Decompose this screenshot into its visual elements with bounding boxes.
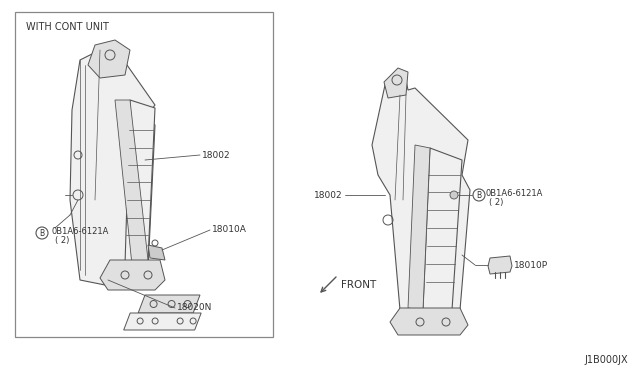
Polygon shape xyxy=(384,68,408,98)
Polygon shape xyxy=(488,256,512,274)
Text: 18010A: 18010A xyxy=(212,225,247,234)
Polygon shape xyxy=(408,145,430,310)
Text: FRONT: FRONT xyxy=(341,280,376,290)
Polygon shape xyxy=(100,260,165,290)
Polygon shape xyxy=(423,148,462,310)
Text: B: B xyxy=(476,190,481,199)
Polygon shape xyxy=(115,100,148,265)
Polygon shape xyxy=(70,50,155,285)
Polygon shape xyxy=(390,308,468,335)
Text: B: B xyxy=(40,228,45,237)
Circle shape xyxy=(450,191,458,199)
Polygon shape xyxy=(138,295,200,313)
Bar xyxy=(15,12,273,337)
Text: 0B1A6-6121A: 0B1A6-6121A xyxy=(51,227,108,235)
Polygon shape xyxy=(148,245,165,260)
Text: J1B000JX: J1B000JX xyxy=(584,355,628,365)
Text: 18020N: 18020N xyxy=(177,304,212,312)
Polygon shape xyxy=(124,313,201,330)
Polygon shape xyxy=(88,40,130,78)
Text: ( 2): ( 2) xyxy=(489,199,504,208)
Text: 18010P: 18010P xyxy=(514,260,548,269)
Text: ( 2): ( 2) xyxy=(55,237,69,246)
Polygon shape xyxy=(125,100,155,265)
Polygon shape xyxy=(372,70,470,325)
Text: WITH CONT UNIT: WITH CONT UNIT xyxy=(26,22,109,32)
Text: 0B1A6-6121A: 0B1A6-6121A xyxy=(486,189,543,198)
Text: 18002: 18002 xyxy=(314,190,343,199)
Text: 18002: 18002 xyxy=(202,151,230,160)
